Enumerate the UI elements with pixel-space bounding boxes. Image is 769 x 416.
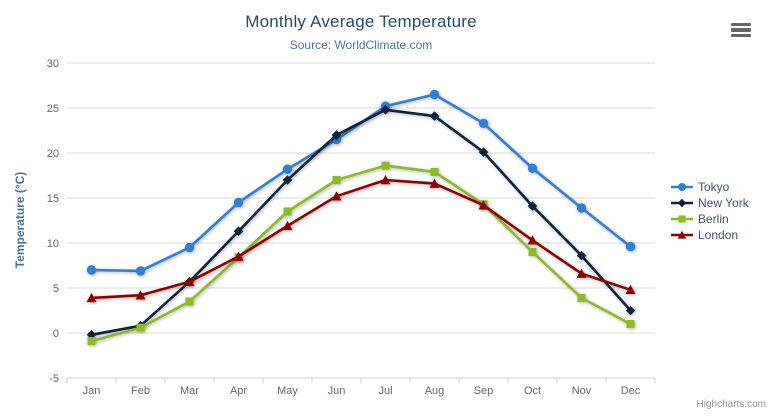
y-axis-label--5: -5: [49, 373, 59, 385]
legend-item-berlin[interactable]: Berlin: [671, 211, 749, 227]
legend-marker-triangle-icon: [671, 230, 693, 239]
legend: Tokyo New York Berlin London: [671, 179, 749, 243]
point-london-aug[interactable]: [429, 178, 440, 188]
point-new-york-dec[interactable]: [625, 305, 636, 316]
legend-symbol: [677, 198, 687, 208]
y-axis-label-30: 30: [47, 58, 59, 70]
legend-marker-circle-icon: [671, 183, 693, 191]
y-axis-label-15: 15: [47, 193, 59, 205]
y-gridlines: [67, 62, 655, 334]
series-line-london[interactable]: [90, 178, 632, 300]
series-new-york: [86, 105, 636, 340]
point-berlin-nov[interactable]: [577, 293, 586, 302]
legend-item-tokyo[interactable]: Tokyo: [671, 179, 749, 195]
highcharts-credit-link[interactable]: Highcharts.com: [696, 399, 766, 410]
series-london: [86, 175, 636, 303]
legend-marker-square-icon: [671, 215, 693, 223]
legend-item-new-york[interactable]: New York: [671, 195, 749, 211]
point-london-jan[interactable]: [86, 292, 97, 303]
hamburger-icon: [731, 23, 751, 38]
point-london-feb[interactable]: [135, 290, 146, 300]
point-berlin-oct[interactable]: [528, 248, 537, 256]
series-line-new-york[interactable]: [90, 108, 632, 337]
legend-symbol: [678, 183, 686, 191]
x-axis-label-jul: Jul: [378, 385, 392, 397]
point-london-oct[interactable]: [527, 235, 538, 245]
point-tokyo-nov[interactable]: [576, 203, 587, 213]
point-berlin-dec[interactable]: [626, 320, 635, 328]
legend-label: New York: [698, 196, 749, 210]
chart-title: Monthly Average Temperature: [245, 12, 477, 31]
x-axis-label-apr: Apr: [230, 385, 247, 397]
point-london-jul[interactable]: [380, 175, 391, 185]
x-axis-label-oct: Oct: [524, 385, 541, 397]
point-new-york-may[interactable]: [282, 175, 293, 185]
point-london-sep[interactable]: [478, 200, 489, 210]
point-berlin-aug[interactable]: [430, 167, 439, 176]
point-berlin-may[interactable]: [283, 207, 292, 216]
y-axis-label-10: 10: [47, 238, 59, 250]
point-london-apr[interactable]: [233, 251, 244, 261]
point-tokyo-feb[interactable]: [135, 266, 146, 276]
point-new-york-aug[interactable]: [429, 111, 440, 121]
point-berlin-jun[interactable]: [332, 176, 341, 184]
y-axis-label-25: 25: [47, 103, 59, 115]
point-berlin-jan[interactable]: [87, 337, 96, 346]
point-new-york-apr[interactable]: [233, 226, 244, 237]
y-axis-label-5: 5: [53, 283, 59, 295]
point-tokyo-oct[interactable]: [527, 163, 538, 173]
point-tokyo-apr[interactable]: [233, 197, 244, 208]
x-axis-label-may: May: [277, 385, 298, 397]
point-new-york-sep[interactable]: [478, 147, 489, 157]
legend-symbol: [678, 215, 686, 223]
y-axis-title: Temperature (°C): [13, 172, 27, 269]
point-london-nov[interactable]: [576, 268, 587, 278]
point-new-york-oct[interactable]: [527, 201, 538, 211]
point-new-york-jan[interactable]: [86, 330, 97, 340]
point-london-may[interactable]: [282, 220, 293, 231]
point-london-jun[interactable]: [331, 191, 342, 201]
x-axis-label-feb: Feb: [131, 385, 150, 397]
x-axis-label-mar: Mar: [180, 385, 199, 397]
point-berlin-mar[interactable]: [185, 297, 194, 306]
point-berlin-jul[interactable]: [381, 161, 390, 170]
legend-item-london[interactable]: London: [671, 227, 749, 243]
legend-label: Tokyo: [698, 180, 730, 194]
legend-label: London: [698, 228, 739, 242]
point-tokyo-mar[interactable]: [184, 242, 195, 253]
legend-marker-diamond-icon: [671, 198, 693, 208]
point-london-dec[interactable]: [625, 284, 636, 295]
chart-subtitle: Source: WorldClimate.com: [289, 38, 433, 52]
point-tokyo-jan[interactable]: [86, 265, 97, 275]
y-axis-label-0: 0: [53, 328, 59, 340]
x-axis-label-jun: Jun: [328, 385, 346, 397]
y-axis-label-20: 20: [47, 148, 59, 160]
x-axis-label-aug: Aug: [425, 385, 445, 397]
x-axis-label-jan: Jan: [83, 385, 101, 397]
point-london-mar[interactable]: [184, 276, 195, 286]
point-berlin-feb[interactable]: [136, 323, 145, 332]
legend-symbol: [677, 230, 687, 239]
point-new-york-nov[interactable]: [576, 250, 587, 261]
point-tokyo-may[interactable]: [282, 164, 293, 174]
point-tokyo-dec[interactable]: [625, 241, 636, 252]
point-new-york-jul[interactable]: [380, 105, 391, 115]
series-line-berlin[interactable]: [90, 164, 632, 343]
x-axis-label-sep: Sep: [474, 385, 494, 397]
x-axis-label-dec: Dec: [621, 385, 641, 397]
point-tokyo-aug[interactable]: [429, 89, 440, 100]
series-tokyo: [86, 89, 636, 276]
point-tokyo-sep[interactable]: [478, 118, 489, 128]
legend-label: Berlin: [698, 212, 729, 226]
export-menu-button[interactable]: [729, 21, 753, 39]
point-new-york-jun[interactable]: [331, 130, 342, 140]
x-axis-label-nov: Nov: [572, 385, 592, 397]
